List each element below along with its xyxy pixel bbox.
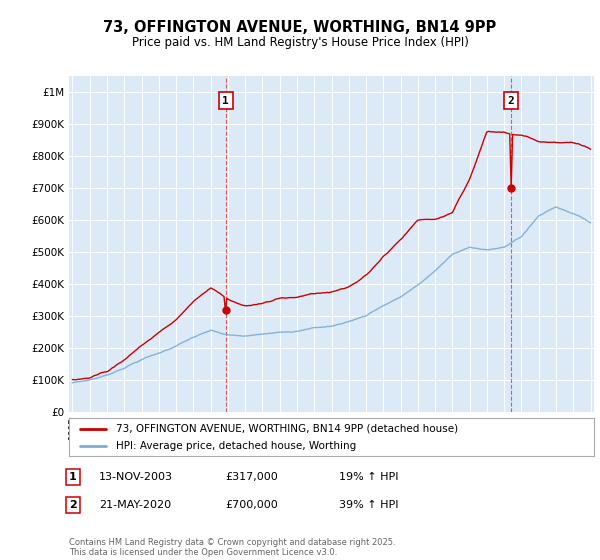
Text: 1: 1 [222, 96, 229, 106]
Text: 2: 2 [508, 96, 514, 106]
Text: 2: 2 [69, 500, 77, 510]
Text: 21-MAY-2020: 21-MAY-2020 [99, 500, 171, 510]
Text: 73, OFFINGTON AVENUE, WORTHING, BN14 9PP: 73, OFFINGTON AVENUE, WORTHING, BN14 9PP [103, 20, 497, 35]
Text: Contains HM Land Registry data © Crown copyright and database right 2025.
This d: Contains HM Land Registry data © Crown c… [69, 538, 395, 557]
Text: 1: 1 [69, 472, 77, 482]
Text: Price paid vs. HM Land Registry's House Price Index (HPI): Price paid vs. HM Land Registry's House … [131, 36, 469, 49]
Text: HPI: Average price, detached house, Worthing: HPI: Average price, detached house, Wort… [116, 441, 356, 451]
Text: 19% ↑ HPI: 19% ↑ HPI [339, 472, 398, 482]
Text: 73, OFFINGTON AVENUE, WORTHING, BN14 9PP (detached house): 73, OFFINGTON AVENUE, WORTHING, BN14 9PP… [116, 423, 458, 433]
Text: 13-NOV-2003: 13-NOV-2003 [99, 472, 173, 482]
Text: £700,000: £700,000 [225, 500, 278, 510]
Text: 39% ↑ HPI: 39% ↑ HPI [339, 500, 398, 510]
Text: £317,000: £317,000 [225, 472, 278, 482]
